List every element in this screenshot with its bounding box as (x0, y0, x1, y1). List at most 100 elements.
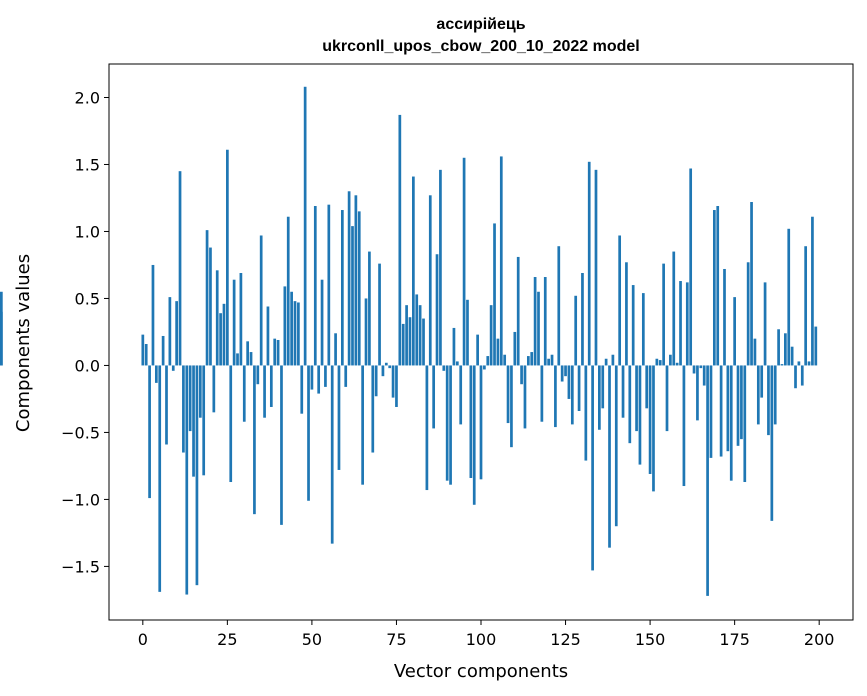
y-axis-label: Components values (13, 254, 34, 432)
bar (554, 365, 557, 428)
bar (655, 358, 659, 366)
bar (144, 344, 148, 366)
bar (280, 365, 283, 525)
bar (273, 338, 277, 366)
x-tick-label: 150 (635, 630, 666, 649)
bar (209, 247, 212, 366)
bar (608, 365, 611, 548)
bar (794, 365, 797, 389)
bar (790, 346, 794, 366)
bar (239, 273, 243, 366)
bar (767, 365, 770, 436)
bar (662, 263, 665, 366)
bar (685, 282, 689, 366)
bar (520, 365, 523, 385)
bar (161, 335, 165, 366)
bar (148, 365, 151, 499)
bar (601, 365, 605, 409)
bar (604, 358, 608, 366)
bar (452, 327, 456, 366)
bar (266, 306, 270, 366)
bar (510, 365, 513, 448)
bar (175, 301, 178, 366)
bar (631, 285, 635, 366)
bar (537, 291, 540, 366)
bar (354, 195, 358, 366)
bar (635, 365, 638, 432)
bar (696, 365, 699, 421)
bar (219, 313, 222, 366)
bar (269, 365, 273, 407)
bar (384, 362, 388, 366)
bar (499, 156, 503, 366)
bar (222, 303, 226, 366)
bar (496, 338, 500, 366)
bar (570, 365, 574, 425)
bar (784, 333, 787, 366)
bar (263, 365, 266, 418)
bar (574, 295, 578, 366)
bar (320, 279, 324, 366)
bar (422, 318, 425, 366)
bar (297, 302, 300, 366)
bar (307, 365, 310, 501)
bar (702, 365, 706, 386)
bar (692, 365, 696, 374)
y-tick-label: −1.5 (61, 557, 100, 576)
bar (777, 329, 780, 366)
bar (706, 365, 709, 596)
bar (283, 286, 287, 366)
bar (439, 169, 442, 366)
bar (313, 206, 317, 366)
y-tick-label: −0.5 (61, 423, 100, 442)
bar (442, 365, 446, 371)
y-tick-label: 0.5 (75, 289, 100, 308)
bar (445, 365, 449, 481)
x-tick-label: 75 (386, 630, 406, 649)
bar (202, 365, 206, 476)
bar (408, 317, 412, 366)
bar (797, 361, 801, 366)
bar (719, 365, 723, 457)
bar (324, 365, 327, 387)
bar (364, 298, 368, 366)
bar (800, 365, 804, 386)
x-tick-label: 175 (719, 630, 750, 649)
bar (229, 365, 233, 483)
bar (198, 365, 202, 418)
bar (300, 365, 304, 414)
bar (598, 365, 601, 430)
bar (330, 365, 334, 544)
bar (182, 365, 185, 453)
bar (530, 352, 534, 366)
bar (672, 251, 676, 366)
bar (242, 365, 246, 422)
bar (249, 352, 253, 366)
bar (489, 305, 493, 366)
bar (594, 169, 598, 366)
bar (756, 365, 760, 425)
bar (293, 301, 297, 366)
bar (466, 299, 469, 366)
bar (547, 358, 550, 366)
bar (648, 365, 652, 474)
bar (469, 365, 473, 478)
bar (564, 365, 567, 377)
bar (740, 365, 743, 440)
bar (256, 365, 260, 385)
bar (523, 365, 527, 429)
bar (712, 210, 716, 366)
bar (455, 361, 459, 366)
bar (381, 365, 385, 377)
bar (432, 365, 436, 429)
bar (449, 365, 452, 485)
bar (188, 365, 192, 432)
bar (611, 354, 615, 366)
bar (347, 191, 351, 366)
bar (276, 339, 280, 366)
bar (192, 365, 195, 477)
bar (760, 365, 764, 398)
bar (645, 365, 649, 409)
y-tick-label: 2.0 (75, 88, 100, 107)
bar (165, 365, 168, 445)
